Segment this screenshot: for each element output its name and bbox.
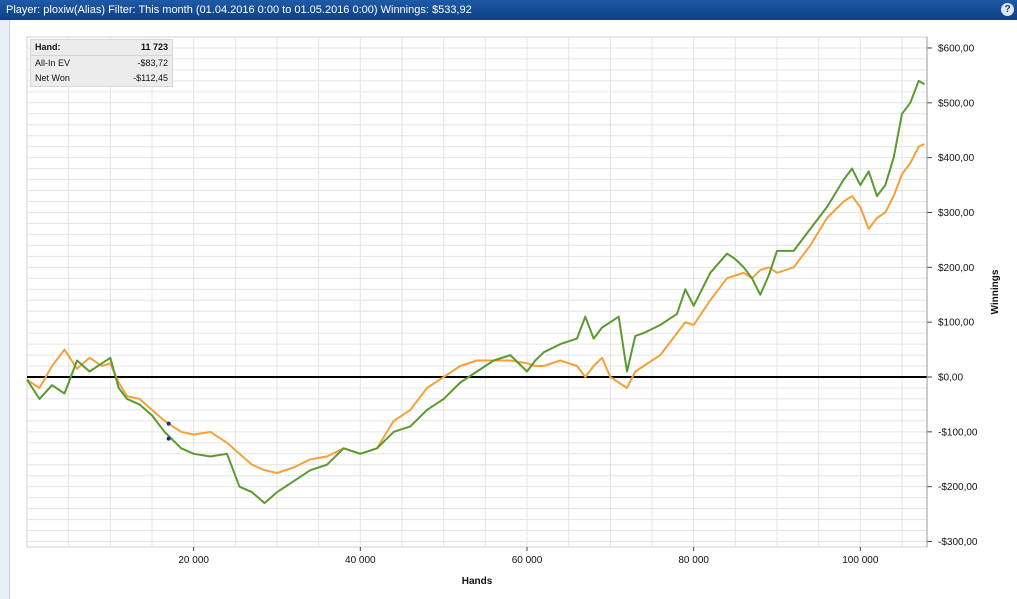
stats-row-all-in-ev: All-In EV -$83,72 <box>31 56 172 71</box>
y-tick-label: $400,00 <box>938 153 975 164</box>
window-title-bar: Player: ploxiw(Alias) Filter: This month… <box>0 0 1017 20</box>
y-tick-label: -$300,00 <box>938 537 978 548</box>
y-tick-label: $200,00 <box>938 263 975 274</box>
y-tick-label: $300,00 <box>938 208 975 219</box>
y-tick-label: -$200,00 <box>938 482 978 493</box>
y-tick-label: -$100,00 <box>938 427 978 438</box>
marker-point <box>166 421 171 426</box>
help-icon[interactable]: ? <box>1001 3 1014 16</box>
stats-row-hands: Hand: 11 723 <box>31 40 172 56</box>
marker-group <box>166 421 171 441</box>
gridlines <box>27 37 927 547</box>
x-axis-label: Hands <box>462 576 493 587</box>
x-tick-label: 20 000 <box>178 555 209 566</box>
stats-row-net-won: Net Won -$112,45 <box>31 71 172 86</box>
y-tick-label: $500,00 <box>938 98 975 109</box>
stats-panel: Hand: 11 723 All-In EV -$83,72 Net Won -… <box>30 39 173 87</box>
window-title: Player: ploxiw(Alias) Filter: This month… <box>6 4 472 16</box>
series-line-net-won <box>26 79 925 505</box>
stats-value: -$83,72 <box>137 58 168 68</box>
x-tick-label: 100 000 <box>842 555 879 566</box>
x-tick-label: 40 000 <box>345 555 376 566</box>
y-tick-label: $100,00 <box>938 318 975 329</box>
left-border-strip <box>0 20 10 599</box>
stats-label: All-In EV <box>35 58 71 68</box>
x-tick-label: 60 000 <box>512 555 543 566</box>
stats-value: 11 723 <box>140 42 168 52</box>
x-axis-ticks: 20 000 40 000 60 000 80 000 100 000 <box>178 547 879 566</box>
x-tick-label: 80 000 <box>678 555 709 566</box>
y-tick-label: $600,00 <box>938 43 975 54</box>
y-axis-label: Winnings <box>990 269 1001 314</box>
stats-label: Hand: <box>35 42 61 52</box>
stats-value: -$112,45 <box>133 73 168 83</box>
y-tick-label: $0,00 <box>938 373 963 384</box>
y-axis-ticks: -$300,00 -$200,00 -$100,00 $0,00 $100,00 $200… <box>926 37 978 548</box>
stats-label: Net Won <box>35 73 70 83</box>
marker-point <box>166 436 171 441</box>
